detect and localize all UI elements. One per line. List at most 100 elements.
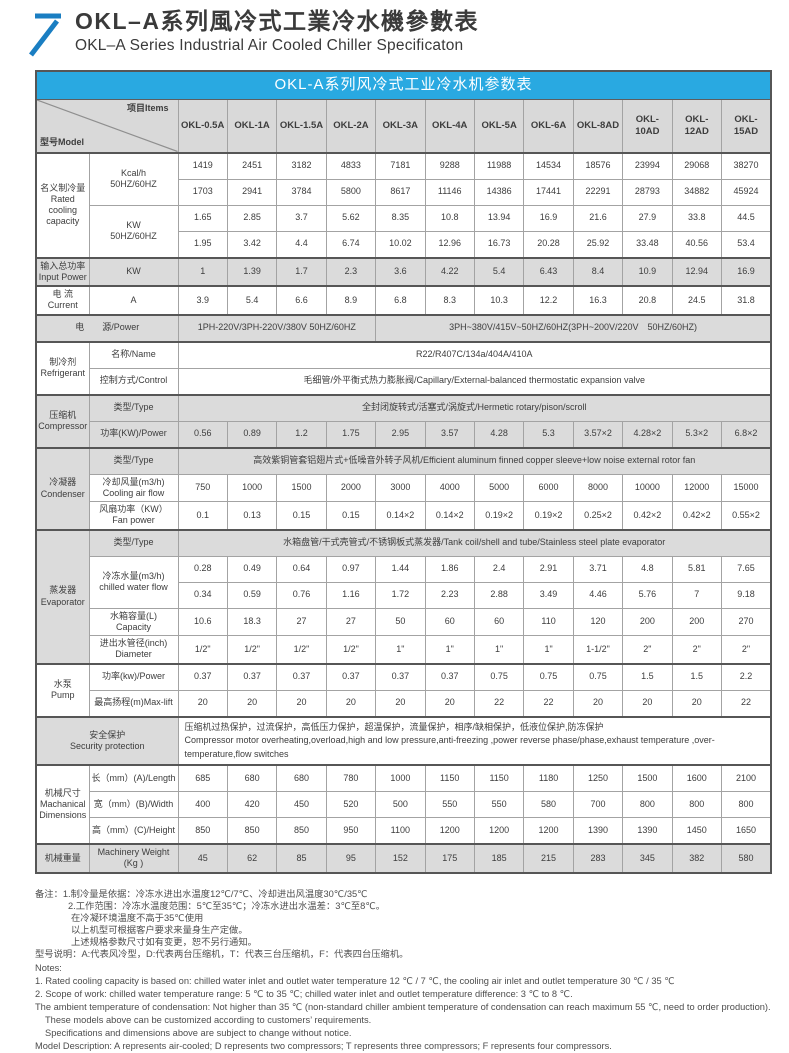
value-cell: 6.6 [276, 285, 327, 315]
value-cell: 5.3×2 [671, 420, 722, 448]
value-cell: 62 [226, 843, 278, 873]
value-cell: 2.91 [523, 555, 574, 583]
note-line: 在冷凝环境温度不高于35℃使用 [71, 912, 204, 923]
value-cell: 8.3 [424, 285, 475, 315]
value-cell: 40.56 [671, 230, 722, 258]
group-label: 制冷剂 Refrigerant [35, 340, 90, 395]
value-cell: 1250 [572, 764, 624, 792]
span-cell: 全封闭旋转式/活塞式/涡旋式/Hermetic rotary/pison/scr… [177, 393, 772, 422]
value-cell: 4.4 [276, 230, 327, 258]
value-cell: 20 [375, 689, 426, 717]
table-row: 进出水管径(inch) Diameter 1/2" 1/2" 1/2" 1/2" 1" 1"… [36, 635, 772, 664]
table-row: 机械重量 Machinery Weight (Kg ) 45 62 85 95 152 175… [35, 843, 772, 873]
value-cell: 1419 [177, 151, 228, 180]
value-cell: 20 [424, 689, 475, 717]
note-line: 备注：1.制冷量是依据：冷冻水进出水温度12℃/7℃、冷却进出风温度30℃/35… [35, 888, 368, 899]
value-cell: 5.4 [473, 256, 525, 287]
item-label: 功率(kw)/Power [88, 662, 179, 691]
value-cell: 6.74 [325, 230, 377, 258]
value-cell: 5.81 [671, 555, 722, 583]
value-cell: 4.22 [424, 256, 475, 287]
value-cell: 0.75 [572, 662, 624, 691]
value-cell: 0.19×2 [473, 501, 525, 530]
value-cell: 1.2 [276, 420, 327, 448]
value-cell: 3784 [276, 178, 327, 206]
value-cell: 283 [572, 843, 624, 873]
value-cell: 4.46 [572, 581, 624, 609]
value-cell: 1.86 [424, 555, 475, 583]
table-row: 水泵 Pump 功率(kw)/Power 0.37 0.37 0.37 0.37 0.37 0… [35, 662, 772, 717]
value-cell: 5.4 [226, 285, 278, 315]
value-cell: 185 [473, 843, 525, 873]
value-cell: 53.4 [720, 230, 772, 258]
value-cell: 38270 [720, 151, 772, 180]
table-header-row: 型号Model 项目Items OKL-0.5A OKL-1A OKL-1.5A OK… [35, 99, 772, 154]
value-cell: 15000 [720, 473, 772, 502]
value-cell: 8.9 [325, 285, 377, 315]
value-cell: 0.42×2 [622, 501, 673, 530]
value-cell: 3.57×2 [572, 420, 624, 448]
table-row: 水箱容量(L) Capacity 10.6 18.3 27 27 50 60 60 110 120… [36, 607, 772, 636]
group-label: 压缩机 Compressor [35, 393, 90, 448]
note-line: 上述规格参数尺寸如有变更，恕不另行通知。 [71, 936, 257, 947]
value-cell: 0.56 [177, 420, 228, 448]
value-cell: 7.65 [720, 555, 772, 583]
value-cell: 27.9 [622, 204, 673, 232]
value-cell: 345 [622, 843, 673, 873]
value-cell: 1/2" [177, 635, 228, 664]
value-cell: 27 [276, 607, 327, 636]
item-label: 长（mm）(A)/Length [88, 764, 179, 792]
value-cell: 0.75 [473, 662, 525, 691]
value-cell: 1" [375, 635, 426, 664]
table-row: 制冷剂 Refrigerant 名称/Name R22/R407C/134a/404… [35, 340, 772, 395]
value-cell: 8.35 [375, 204, 426, 232]
page-title-zh: OKL–A系列風冷式工業冷水機參數表 [75, 8, 479, 34]
value-cell: 20.8 [622, 285, 673, 315]
value-cell: 780 [325, 764, 377, 792]
value-cell: 4000 [424, 473, 475, 502]
value-cell: 1.5 [671, 662, 722, 691]
model-header-OKL-1.5A: OKL-1.5A [276, 99, 327, 154]
value-cell: 680 [276, 764, 327, 792]
item-label: 冷冻水量(m3/h) chilled water flow [88, 555, 179, 609]
value-cell: 0.25×2 [572, 501, 624, 530]
note-line: 2. Scope of work: chilled water temperat… [35, 988, 573, 999]
value-cell: 800 [622, 791, 673, 818]
value-cell: 950 [325, 817, 377, 845]
value-cell: 6.8 [375, 285, 426, 315]
value-cell: 1/2" [325, 635, 377, 664]
item-label: 控制方式/Control [88, 367, 179, 395]
item-label: 进出水管径(inch) Diameter [88, 635, 179, 664]
value-cell: 580 [523, 791, 574, 818]
table-row: 安全保护 Security protection 压缩机过热保护，过流保护，高低压… [35, 715, 772, 766]
value-cell: 1.44 [375, 555, 426, 583]
table-caption: OKL-A系列风冷式工业冷水机参数表 [35, 70, 772, 100]
value-cell: 4833 [325, 151, 377, 180]
value-cell: 22 [720, 689, 772, 717]
value-cell: 20 [276, 689, 327, 717]
value-cell: 20 [325, 689, 377, 717]
item-label: KW [88, 256, 179, 287]
table-row: 宽（mm）(B)/Width 400 420 450 520 500 550 550 580 70… [36, 791, 772, 818]
value-cell: 22 [473, 689, 525, 717]
value-cell: 1200 [523, 817, 574, 845]
value-cell: 13.94 [473, 204, 525, 232]
model-header-OKL-5A: OKL-5A [473, 99, 525, 154]
value-cell: 2.88 [473, 581, 525, 609]
table-row: KW 50HZ/60HZ 1.65 2.85 3.7 5.62 8.35 10.8 13.94… [36, 204, 772, 258]
value-cell: 85 [276, 843, 327, 873]
value-cell: 1.75 [325, 420, 377, 448]
value-cell: 0.19×2 [523, 501, 574, 530]
item-label: 功率(KW)/Power [88, 420, 179, 448]
value-cell: 3.7 [276, 204, 327, 232]
value-cell: 500 [375, 791, 426, 818]
value-cell: 33.48 [622, 230, 673, 258]
value-cell: 2" [622, 635, 673, 664]
value-cell: 3000 [375, 473, 426, 502]
value-cell: 0.14×2 [375, 501, 426, 530]
value-cell: 4.28 [473, 420, 525, 448]
value-cell: 0.28 [177, 555, 228, 583]
value-cell: 1.65 [177, 204, 228, 232]
value-cell: 685 [177, 764, 228, 792]
